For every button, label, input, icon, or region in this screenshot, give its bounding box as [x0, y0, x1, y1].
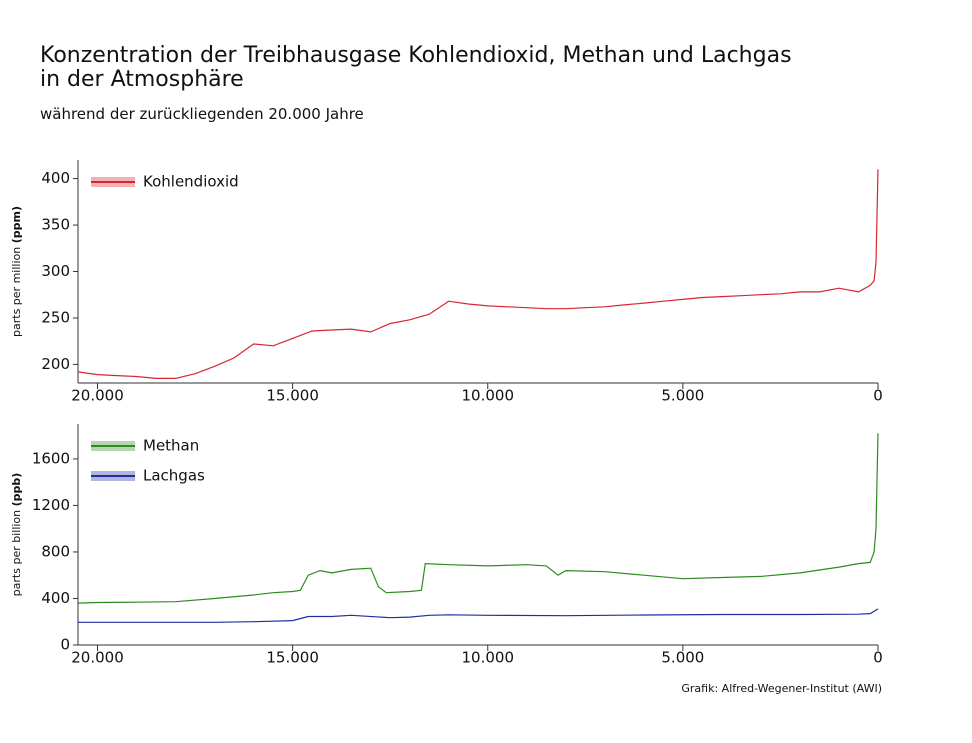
y-tick-label: 250 — [41, 308, 70, 326]
y-tick-label: 1600 — [32, 449, 70, 467]
x-tick-label: 10.000 — [462, 387, 515, 405]
y-tick-label: 1200 — [32, 496, 70, 514]
legend-label: Lachgas — [143, 467, 205, 485]
x-tick-label: 20.000 — [71, 387, 124, 405]
y-axis-label-part: parts per million — [10, 247, 23, 337]
y-axis-label: parts per billion (ppb) — [10, 473, 23, 597]
subtitle: während der zurückliegenden 20.000 Jahre — [40, 105, 364, 123]
x-tick-label: 15.000 — [266, 649, 319, 667]
x-tick-label: 20.000 — [71, 649, 124, 667]
x-tick-label: 10.000 — [462, 649, 515, 667]
line — [77, 433, 879, 604]
y-axis-label-part: (ppb) — [10, 473, 23, 507]
title: in der Atmosphäre — [40, 67, 244, 92]
line — [77, 169, 879, 379]
y-axis-label-part: parts per billion — [10, 510, 23, 596]
y-tick-label: 0 — [60, 636, 70, 654]
x-tick-label: 5.000 — [661, 387, 704, 405]
x-tick-label: 0 — [873, 387, 883, 405]
y-axis-label-part: (ppm) — [10, 206, 23, 243]
credit: Grafik: Alfred-Wegener-Institut (AWI) — [681, 682, 882, 695]
y-tick-label: 400 — [41, 169, 70, 187]
y-tick-label: 350 — [41, 216, 70, 234]
y-tick-label: 300 — [41, 262, 70, 280]
x-tick-label: 5.000 — [661, 649, 704, 667]
legend-label: Methan — [143, 437, 199, 455]
y-tick-label: 200 — [41, 355, 70, 373]
x-tick-label: 0 — [873, 649, 883, 667]
line — [78, 608, 879, 623]
legend-label: Kohlendioxid — [143, 173, 239, 191]
y-tick-label: 400 — [41, 589, 70, 607]
y-axis-label: parts per million (ppm) — [10, 206, 23, 337]
title: Konzentration der Treibhausgase Kohlendi… — [40, 43, 792, 68]
x-tick-label: 15.000 — [266, 387, 319, 405]
y-tick-label: 800 — [41, 542, 70, 560]
